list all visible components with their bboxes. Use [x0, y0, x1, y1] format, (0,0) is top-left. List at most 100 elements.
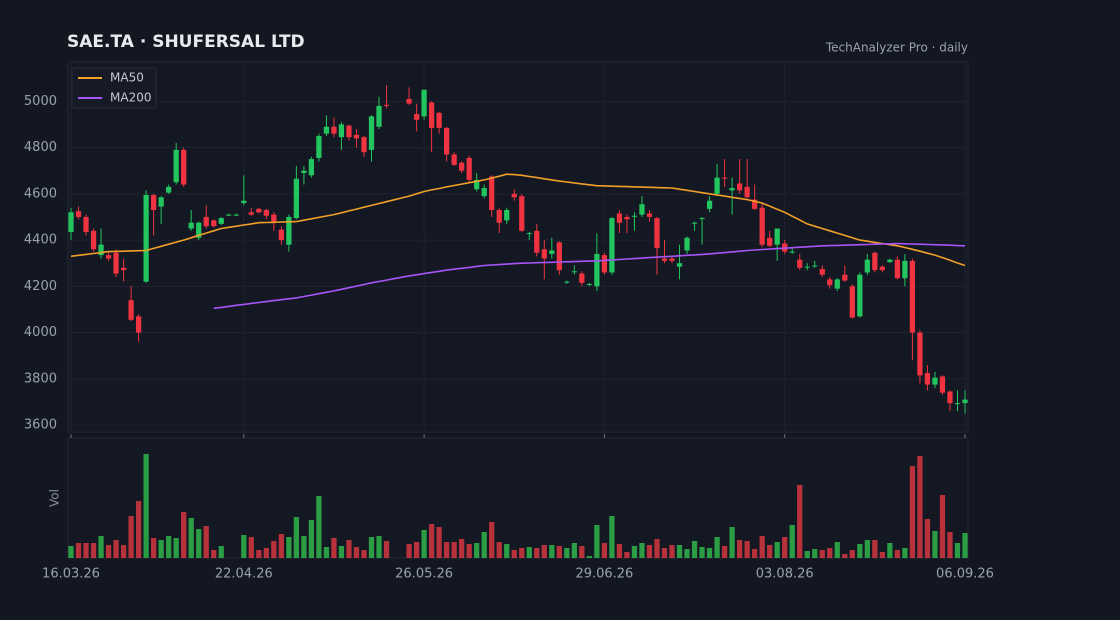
volume-bar: [248, 537, 254, 558]
candle-body: [917, 332, 923, 376]
volume-bar: [917, 456, 923, 558]
y-tick-label: 4000: [24, 325, 57, 340]
candle-body: [564, 281, 570, 283]
volume-bar: [361, 550, 367, 558]
volume-bar: [474, 543, 480, 558]
candle-body: [481, 188, 487, 197]
candle-body: [534, 230, 540, 253]
volume-bar: [729, 527, 735, 558]
candle-body: [196, 222, 202, 238]
candle-body: [353, 134, 360, 139]
candle-body: [241, 200, 247, 204]
volume-bar: [504, 544, 510, 558]
volume-bar: [534, 548, 540, 558]
volume-bar: [188, 518, 194, 558]
volume-bar: [105, 545, 112, 558]
volume-bar: [797, 485, 803, 558]
volume-bar: [466, 544, 472, 558]
x-tick-label: 03.08.26: [756, 567, 814, 582]
legend-label: MA200: [110, 91, 151, 105]
candle-body: [451, 154, 457, 165]
volume-bar: [609, 516, 615, 558]
x-tick-label: 29.06.26: [575, 567, 633, 582]
volume-bar: [203, 526, 209, 558]
y-tick-label: 4800: [24, 140, 57, 155]
volume-bar: [218, 546, 224, 558]
volume-bar: [421, 530, 427, 558]
volume-bar: [736, 540, 743, 558]
volume-bar: [511, 550, 517, 558]
volume-bar: [819, 550, 825, 558]
volume-bar: [444, 542, 450, 558]
candle-body: [421, 89, 427, 117]
candle-body: [646, 213, 653, 217]
volume-bar: [767, 545, 773, 558]
volume-bar: [301, 536, 307, 558]
candle-body: [233, 214, 239, 216]
volume-bar: [579, 546, 585, 558]
candle-body: [721, 177, 728, 179]
volume-bar: [759, 536, 765, 558]
volume-bar: [699, 547, 705, 558]
candle-body: [361, 137, 367, 153]
candle-body: [624, 216, 630, 220]
y-tick-label: 3800: [24, 371, 57, 386]
volume-bar: [541, 545, 547, 558]
volume-bar: [706, 548, 713, 558]
volume-bar: [90, 543, 97, 558]
volume-bar: [714, 537, 720, 558]
volume-bar: [842, 554, 848, 558]
volume-bar: [128, 516, 134, 558]
candle-body: [849, 286, 855, 318]
volume-bar: [263, 548, 269, 558]
volume-bar: [676, 545, 683, 558]
volume-bar: [962, 533, 968, 558]
volume-bar: [894, 550, 901, 558]
volume-bar: [413, 542, 420, 558]
volume-bar: [631, 546, 638, 558]
candle-body: [218, 218, 224, 224]
chart-title: SAE.TA · SHUFERSAL LTD: [67, 32, 305, 52]
candle-body: [714, 177, 720, 194]
candle-body: [706, 200, 713, 209]
candle-body: [308, 159, 315, 176]
candle-body: [278, 229, 284, 241]
candle-body: [789, 251, 795, 253]
candle-body: [203, 216, 209, 227]
volume-bar: [376, 536, 382, 558]
candle-body: [526, 233, 532, 235]
candle-body: [113, 252, 119, 274]
candle-body: [684, 237, 690, 251]
volume-bar: [278, 534, 284, 558]
candle-body: [924, 373, 931, 385]
volume-bar: [954, 543, 961, 558]
volume-bar: [526, 547, 532, 558]
candle-body: [90, 230, 97, 250]
candle-body: [804, 266, 810, 268]
volume-bar: [744, 541, 750, 558]
candle-body: [256, 208, 262, 213]
volume-bar: [181, 512, 187, 558]
candle-body: [338, 124, 345, 138]
candle-body: [316, 136, 322, 158]
moving-averages: [70, 173, 966, 310]
volume-bar: [939, 495, 946, 558]
volume-bar: [654, 539, 660, 558]
candle-body: [504, 210, 510, 221]
volume-bar: [624, 552, 630, 558]
volume-bar: [857, 544, 863, 558]
y-tick-label: 4400: [24, 233, 57, 248]
candle-body: [489, 176, 495, 210]
x-tick-label: 22.04.26: [215, 567, 273, 582]
volume-bar: [211, 550, 217, 558]
candle-body: [105, 255, 112, 259]
volume-bar: [120, 545, 127, 558]
candle-body: [383, 104, 390, 106]
candle-body: [428, 102, 435, 128]
candle-body: [519, 196, 525, 231]
candle-body: [75, 211, 82, 217]
candle-body: [211, 220, 217, 227]
candle-body: [962, 399, 968, 404]
volume-bar: [564, 548, 570, 558]
